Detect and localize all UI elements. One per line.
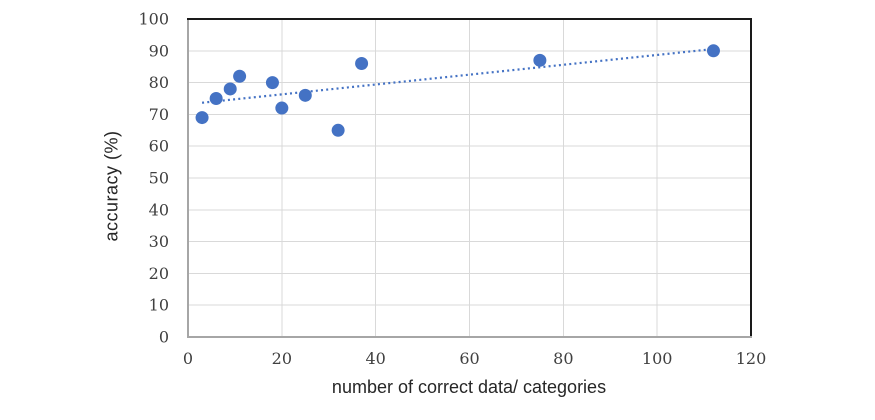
data-point: [298, 88, 312, 102]
x-tick-label: 40: [365, 349, 385, 368]
y-tick-label: 60: [149, 137, 169, 156]
y-tick-label: 30: [149, 232, 169, 251]
x-axis-title: number of correct data/ categories: [331, 377, 607, 397]
data-point: [533, 53, 547, 67]
trendline: [201, 47, 714, 104]
y-tick-label: 70: [149, 105, 169, 124]
data-point: [195, 111, 209, 125]
x-tick-label: 100: [642, 349, 673, 368]
x-tick-label: 20: [272, 349, 292, 368]
y-tick-label: 40: [149, 200, 169, 219]
y-tick-label: 90: [149, 41, 169, 60]
x-tick-label: 120: [736, 349, 767, 368]
data-point: [233, 69, 247, 83]
data-point: [223, 82, 237, 96]
y-tick-label: 100: [138, 10, 169, 29]
y-tick-label: 0: [159, 328, 169, 347]
data-point: [331, 123, 345, 137]
y-axis-title: accuracy (%): [101, 130, 122, 242]
data-point: [275, 101, 289, 115]
y-tick-label: 20: [149, 264, 169, 283]
y-tick-label: 10: [149, 296, 169, 315]
x-tick-label: 0: [183, 349, 193, 368]
data-point: [355, 57, 369, 71]
x-tick-label: 80: [553, 349, 573, 368]
x-tick-label: 60: [459, 349, 479, 368]
y-tick-label: 80: [149, 73, 169, 92]
data-point: [706, 44, 720, 58]
y-tick-label: 50: [149, 169, 169, 188]
data-point: [209, 92, 223, 105]
data-point: [265, 76, 279, 90]
